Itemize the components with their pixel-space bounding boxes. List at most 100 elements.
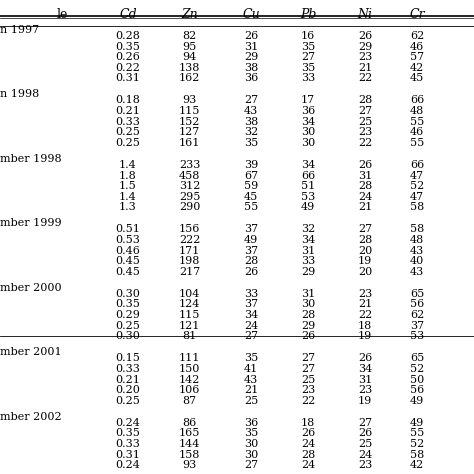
- Text: 23: 23: [358, 52, 372, 62]
- Text: 42: 42: [410, 63, 424, 73]
- Text: 0.35: 0.35: [116, 42, 140, 52]
- Text: 27: 27: [358, 418, 372, 428]
- Text: 24: 24: [358, 449, 372, 460]
- Text: 0.33: 0.33: [116, 117, 140, 127]
- Text: 162: 162: [179, 73, 201, 83]
- Text: 32: 32: [244, 127, 258, 137]
- Text: mber 2002: mber 2002: [0, 411, 62, 421]
- Text: 1.4: 1.4: [119, 191, 137, 201]
- Text: 93: 93: [182, 460, 197, 470]
- Text: 22: 22: [358, 138, 372, 148]
- Text: 29: 29: [301, 320, 315, 330]
- Text: le: le: [57, 9, 68, 21]
- Text: 19: 19: [358, 331, 372, 341]
- Text: 47: 47: [410, 191, 424, 201]
- Text: 0.33: 0.33: [116, 364, 140, 374]
- Text: 26: 26: [244, 267, 258, 277]
- Text: 62: 62: [410, 31, 424, 41]
- Text: 111: 111: [179, 354, 201, 364]
- Text: 24: 24: [358, 191, 372, 201]
- Text: 30: 30: [301, 138, 315, 148]
- Text: 35: 35: [301, 63, 315, 73]
- Text: 23: 23: [301, 385, 315, 395]
- Text: 43: 43: [410, 246, 424, 255]
- Text: Cu: Cu: [242, 9, 260, 21]
- Text: 26: 26: [244, 31, 258, 41]
- Text: 28: 28: [358, 181, 372, 191]
- Text: 58: 58: [410, 202, 424, 212]
- Text: 217: 217: [179, 267, 200, 277]
- Text: 26: 26: [358, 31, 372, 41]
- Text: 27: 27: [244, 331, 258, 341]
- Text: 36: 36: [244, 73, 258, 83]
- Text: 23: 23: [358, 460, 372, 470]
- Text: 198: 198: [179, 256, 201, 266]
- Text: 38: 38: [244, 63, 258, 73]
- Text: 0.46: 0.46: [116, 246, 140, 255]
- Text: 26: 26: [301, 428, 315, 438]
- Text: 19: 19: [358, 256, 372, 266]
- Text: 0.35: 0.35: [116, 300, 140, 310]
- Text: 35: 35: [244, 138, 258, 148]
- Text: 58: 58: [410, 224, 424, 235]
- Text: 0.25: 0.25: [116, 127, 140, 137]
- Text: 35: 35: [244, 354, 258, 364]
- Text: 26: 26: [358, 354, 372, 364]
- Text: 48: 48: [410, 235, 424, 245]
- Text: mber 1999: mber 1999: [0, 218, 62, 228]
- Text: 165: 165: [179, 428, 201, 438]
- Text: 34: 34: [358, 364, 372, 374]
- Text: 40: 40: [410, 256, 424, 266]
- Text: 0.30: 0.30: [116, 289, 140, 299]
- Text: 27: 27: [301, 364, 315, 374]
- Text: 233: 233: [179, 160, 201, 170]
- Text: 45: 45: [410, 73, 424, 83]
- Text: 30: 30: [244, 439, 258, 449]
- Text: 38: 38: [244, 117, 258, 127]
- Text: 42: 42: [410, 460, 424, 470]
- Text: 47: 47: [410, 171, 424, 181]
- Text: 0.24: 0.24: [116, 418, 140, 428]
- Text: 22: 22: [301, 396, 315, 406]
- Text: 67: 67: [244, 171, 258, 181]
- Text: 0.24: 0.24: [116, 460, 140, 470]
- Text: 87: 87: [182, 396, 197, 406]
- Text: 26: 26: [358, 428, 372, 438]
- Text: 65: 65: [410, 289, 424, 299]
- Text: 50: 50: [410, 374, 424, 384]
- Text: 37: 37: [244, 224, 258, 235]
- Text: 28: 28: [301, 310, 315, 320]
- Text: mber 2000: mber 2000: [0, 283, 62, 292]
- Text: mber 2001: mber 2001: [0, 347, 62, 357]
- Text: 0.31: 0.31: [116, 449, 140, 460]
- Text: 31: 31: [358, 374, 372, 384]
- Text: 156: 156: [179, 224, 201, 235]
- Text: 55: 55: [410, 138, 424, 148]
- Text: 22: 22: [358, 310, 372, 320]
- Text: 20: 20: [358, 267, 372, 277]
- Text: 121: 121: [179, 320, 201, 330]
- Text: 0.45: 0.45: [116, 267, 140, 277]
- Text: 31: 31: [244, 42, 258, 52]
- Text: 34: 34: [301, 235, 315, 245]
- Text: 39: 39: [244, 160, 258, 170]
- Text: 21: 21: [244, 385, 258, 395]
- Text: 21: 21: [358, 202, 372, 212]
- Text: 0.25: 0.25: [116, 138, 140, 148]
- Text: 55: 55: [244, 202, 258, 212]
- Text: 0.22: 0.22: [116, 63, 140, 73]
- Text: 37: 37: [244, 300, 258, 310]
- Text: 25: 25: [244, 396, 258, 406]
- Text: 104: 104: [179, 289, 201, 299]
- Text: 28: 28: [358, 95, 372, 106]
- Text: 66: 66: [301, 171, 315, 181]
- Text: 312: 312: [179, 181, 201, 191]
- Text: 27: 27: [244, 95, 258, 106]
- Text: 29: 29: [301, 267, 315, 277]
- Text: mber 1998: mber 1998: [0, 154, 62, 164]
- Text: 35: 35: [244, 428, 258, 438]
- Text: 57: 57: [410, 52, 424, 62]
- Text: 17: 17: [301, 95, 315, 106]
- Text: 32: 32: [301, 224, 315, 235]
- Text: 30: 30: [301, 300, 315, 310]
